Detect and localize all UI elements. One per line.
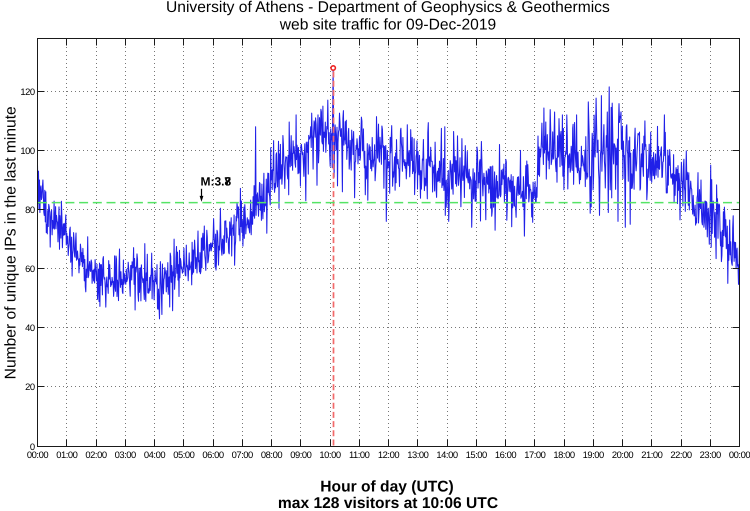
svg-text:09:00: 09:00 xyxy=(290,449,311,460)
svg-text:Hour of day (UTC): Hour of day (UTC) xyxy=(320,479,453,496)
svg-text:Number of unique IPs in the la: Number of unique IPs in the last minute xyxy=(3,106,20,379)
svg-text:12:00: 12:00 xyxy=(378,449,399,460)
svg-text:7: 7 xyxy=(224,174,231,188)
svg-text:web site traffic for 09-Dec-20: web site traffic for 09-Dec-2019 xyxy=(279,17,496,34)
svg-text:00:00: 00:00 xyxy=(27,449,48,460)
svg-text:60: 60 xyxy=(25,263,35,274)
svg-text:M:3.8: M:3.8 xyxy=(201,174,232,188)
svg-text:max 128 visitors at 10:06 UTC: max 128 visitors at 10:06 UTC xyxy=(278,495,498,511)
svg-text:06:00: 06:00 xyxy=(202,449,223,460)
svg-text:0: 0 xyxy=(30,441,35,452)
svg-text:100: 100 xyxy=(20,145,35,156)
svg-text:14:00: 14:00 xyxy=(436,449,457,460)
svg-text:23:00: 23:00 xyxy=(700,449,721,460)
svg-text:04:00: 04:00 xyxy=(144,449,165,460)
svg-text:18:00: 18:00 xyxy=(553,449,574,460)
svg-text:19:00: 19:00 xyxy=(583,449,604,460)
svg-text:10:00: 10:00 xyxy=(319,449,340,460)
svg-text:08:00: 08:00 xyxy=(261,449,282,460)
svg-text:01:00: 01:00 xyxy=(56,449,77,460)
svg-text:40: 40 xyxy=(25,322,35,333)
svg-text:00:00: 00:00 xyxy=(729,449,750,460)
svg-text:15:00: 15:00 xyxy=(466,449,487,460)
svg-text:20:00: 20:00 xyxy=(612,449,633,460)
svg-text:80: 80 xyxy=(25,204,35,215)
svg-text:17:00: 17:00 xyxy=(524,449,545,460)
svg-text:20: 20 xyxy=(25,381,35,392)
svg-text:21:00: 21:00 xyxy=(641,449,662,460)
svg-text:13:00: 13:00 xyxy=(407,449,428,460)
svg-text:11:00: 11:00 xyxy=(349,449,370,460)
svg-text:University of Athens - Departm: University of Athens - Department of Geo… xyxy=(166,0,610,16)
svg-text:03:00: 03:00 xyxy=(115,449,136,460)
svg-text:16:00: 16:00 xyxy=(495,449,516,460)
svg-text:22:00: 22:00 xyxy=(670,449,691,460)
svg-text:05:00: 05:00 xyxy=(173,449,194,460)
svg-text:02:00: 02:00 xyxy=(85,449,106,460)
svg-text:120: 120 xyxy=(20,86,35,97)
svg-text:07:00: 07:00 xyxy=(232,449,253,460)
